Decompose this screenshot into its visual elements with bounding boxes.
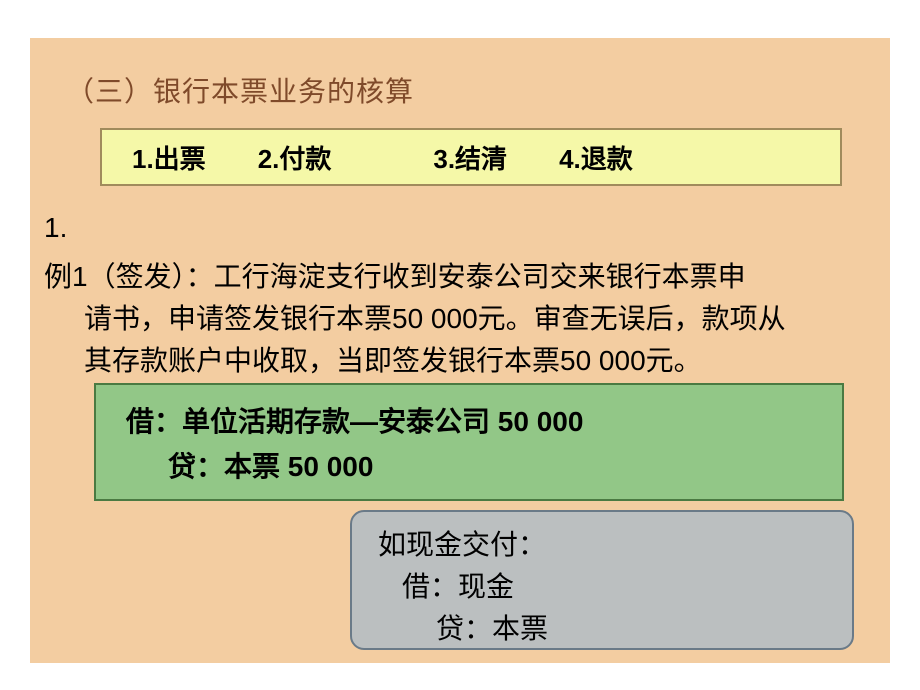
section-number: 1. xyxy=(44,212,67,244)
journal-entry-main: 借：单位活期存款—安泰公司 50 000 贷：本票 50 000 xyxy=(94,383,844,501)
steps-box: 1.出票 2.付款 3.结清 4.退款 xyxy=(100,128,842,186)
journal-entry-cash: 如现金交付： 借：现金 贷：本票 xyxy=(350,510,854,650)
body-line-3: 其存款账户中收取，当即签发银行本票50 000元。 xyxy=(44,340,874,382)
cash-credit: 贷：本票 xyxy=(378,608,826,650)
example-text: 例1（签发）：工行海淀支行收到安泰公司交来银行本票申 请书，申请签发银行本票50… xyxy=(44,256,874,382)
cash-title: 如现金交付： xyxy=(378,524,826,566)
body-line-1: 例1（签发）：工行海淀支行收到安泰公司交来银行本票申 xyxy=(44,261,746,292)
slide-title: （三）银行本票业务的核算 xyxy=(66,70,414,110)
step-1: 1.出票 xyxy=(132,139,206,176)
step-3: 3.结清 xyxy=(433,139,507,176)
step-2: 2.付款 xyxy=(258,139,332,176)
credit-line: 贷：本票 50 000 xyxy=(126,445,812,490)
body-line-2: 请书，申请签发银行本票50 000元。审查无误后，款项从 xyxy=(44,298,874,340)
slide-container: （三）银行本票业务的核算 1.出票 2.付款 3.结清 4.退款 1. 例1（签… xyxy=(30,38,890,663)
cash-debit: 借：现金 xyxy=(378,566,826,608)
debit-line: 借：单位活期存款—安泰公司 50 000 xyxy=(126,400,812,445)
step-4: 4.退款 xyxy=(559,139,633,176)
